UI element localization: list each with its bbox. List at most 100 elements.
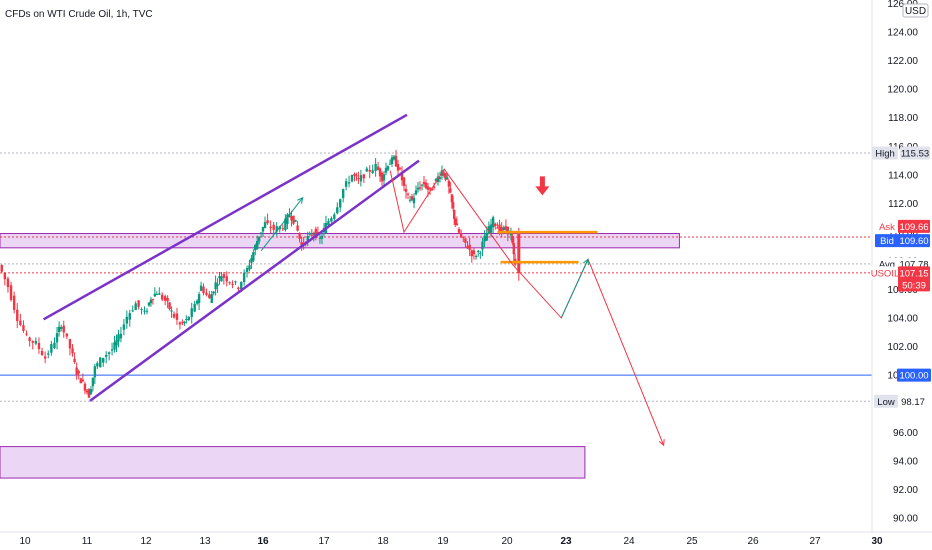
candle-body [314, 228, 318, 239]
candle-body [107, 352, 111, 354]
candle-body [210, 294, 213, 303]
currency-box[interactable] [902, 3, 929, 18]
candle-body [355, 175, 358, 177]
x-tick-label: 18 [377, 536, 389, 547]
candle-body [166, 297, 169, 302]
candle-body [296, 225, 299, 231]
candle-body [202, 286, 205, 294]
bid-name-label: Bid [875, 234, 899, 248]
countdown-label: 50:39 [898, 278, 930, 292]
currency-label: USD [905, 6, 926, 17]
candle-body [87, 389, 91, 398]
candle-body [406, 193, 410, 195]
candle-body [122, 324, 126, 330]
candle-body [357, 178, 360, 180]
y-tick-label: 122.00 [887, 56, 918, 67]
support-price-label-box [897, 368, 931, 382]
candle-body [426, 186, 430, 190]
low-name-label-text: Low [877, 397, 895, 408]
candle-body [9, 285, 13, 300]
support-price-label: 100.00 [897, 368, 931, 382]
projection-path-green-2-arrowhead [583, 258, 589, 266]
projection-path-red[interactable] [389, 168, 665, 446]
candle-body [104, 355, 108, 357]
bid-value-label-text: 109.60 [899, 236, 928, 247]
candle-body [57, 326, 61, 333]
candle-body [511, 236, 514, 243]
candle-body [288, 214, 291, 217]
candle-body [487, 226, 491, 234]
candle-body [6, 278, 10, 288]
ask-value-label-text: 109.66 [899, 222, 928, 233]
candle-body [163, 296, 167, 301]
time-axis-panel[interactable] [0, 532, 872, 550]
candle-body [479, 252, 482, 254]
high-name-label: High [872, 146, 898, 160]
x-axis-ticks: 10 11 12 13 16 17 18 19 20 23 24 25 26 27 30 [19, 536, 883, 547]
candle-body [19, 320, 22, 325]
channel-upper-line[interactable] [42, 113, 408, 321]
candle-body [442, 172, 446, 176]
candle-body [320, 235, 324, 239]
candle-body [384, 168, 388, 173]
candle-body [205, 292, 208, 295]
candle-body [91, 377, 95, 387]
y-tick-label: 124.00 [887, 27, 918, 38]
candle-body [347, 182, 351, 184]
candle-body [489, 224, 493, 233]
projection-path-green-1[interactable] [260, 197, 304, 251]
candle-body [119, 333, 123, 339]
candle-body [350, 175, 354, 182]
candle-body [170, 310, 173, 312]
y-tick-label: 96.00 [893, 428, 918, 439]
candle-body [40, 351, 44, 356]
candle-body [376, 166, 380, 170]
candle-body [161, 294, 164, 300]
candles-layer [0, 149, 521, 398]
candle-body [147, 302, 151, 306]
channel-lower-line[interactable] [89, 159, 420, 402]
candle-body [344, 181, 348, 187]
candle-body [388, 163, 392, 165]
price-labels-layer: High 115.53 Ask 109.66 Bid 109.60 Avg 107.78USO… [870, 146, 931, 408]
candle-body [470, 250, 473, 257]
candle-body [212, 291, 215, 294]
candle-body [266, 220, 269, 224]
x-tick-label: 30 [871, 536, 883, 547]
candle-body [506, 226, 509, 235]
candle-body [12, 295, 16, 310]
candle-body [216, 284, 219, 286]
x-tick-label: 23 [560, 536, 572, 547]
candle-body [336, 207, 339, 214]
candle-body [73, 358, 76, 363]
candle-body [43, 356, 47, 359]
target-zone[interactable] [0, 446, 586, 479]
candle-body [408, 199, 412, 201]
candle-body [432, 186, 436, 188]
ask-value-label: 109.66 [898, 219, 930, 233]
candle-body [300, 242, 303, 246]
candle-body [386, 166, 390, 170]
candle-body [430, 188, 434, 191]
candle-body [81, 379, 85, 382]
low-value-label-box [898, 394, 928, 408]
candle-body [438, 177, 442, 179]
candle-body [447, 180, 451, 187]
avg-value-label-text: 107.78 [899, 259, 928, 270]
last-price-label-box [898, 266, 930, 280]
candle-body [115, 340, 118, 346]
candle-body [404, 188, 408, 192]
candle-body [466, 246, 469, 249]
candle-body [491, 217, 495, 228]
projection-path-green-2[interactable] [560, 259, 589, 319]
bid-value-label-box [898, 234, 930, 248]
resistance-zone[interactable] [0, 233, 680, 249]
high-value-label-box [900, 146, 930, 160]
candle-body [290, 216, 293, 221]
candle-body [153, 293, 157, 297]
candle-body [181, 321, 184, 323]
symbol-name-label-box [870, 266, 900, 280]
candle-body [394, 155, 398, 167]
x-tick-label: 25 [686, 536, 698, 547]
